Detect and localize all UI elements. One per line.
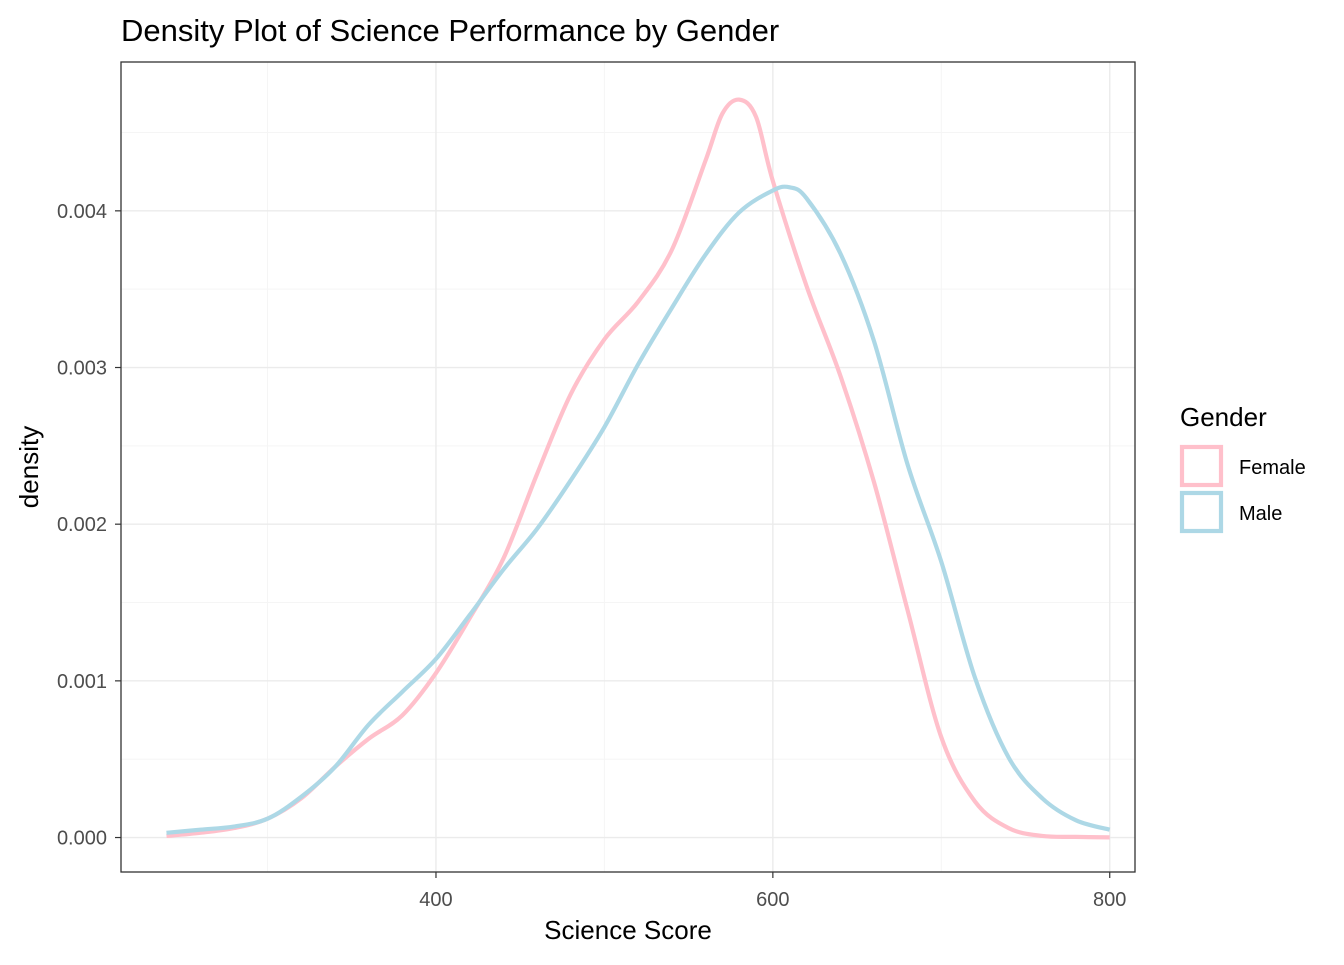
- axes: 400 600 800 0.000 0.001 0.002 0.003 0.004: [57, 201, 1126, 911]
- legend-key-female: [1179, 444, 1224, 488]
- series-line-female: [166, 97, 1110, 840]
- y-tick-label: 0.003: [57, 358, 107, 380]
- legend-key-male: [1179, 490, 1224, 534]
- legend-title: Gender: [1180, 402, 1267, 432]
- legend-label-female: Female: [1239, 457, 1306, 479]
- legend: Gender Female Male: [1179, 402, 1306, 534]
- y-tick-label: 0.000: [57, 828, 107, 850]
- y-tick-label: 0.002: [57, 514, 107, 536]
- x-tick-label: 600: [756, 889, 789, 911]
- panel-border: [120, 61, 1136, 873]
- series-lines: [166, 97, 1111, 840]
- series-line-male: [166, 184, 1111, 835]
- x-tick-label: 800: [1093, 889, 1126, 911]
- y-axis-title: density: [14, 426, 44, 508]
- grid-lines: [121, 62, 1135, 872]
- legend-items: Female Male: [1179, 444, 1306, 534]
- chart-title: Density Plot of Science Performance by G…: [121, 13, 779, 48]
- legend-label-male: Male: [1239, 503, 1282, 525]
- x-axis-title: Science Score: [544, 915, 712, 945]
- y-tick-label: 0.004: [57, 201, 107, 223]
- y-tick-label: 0.001: [57, 671, 107, 693]
- x-tick-label: 400: [419, 889, 452, 911]
